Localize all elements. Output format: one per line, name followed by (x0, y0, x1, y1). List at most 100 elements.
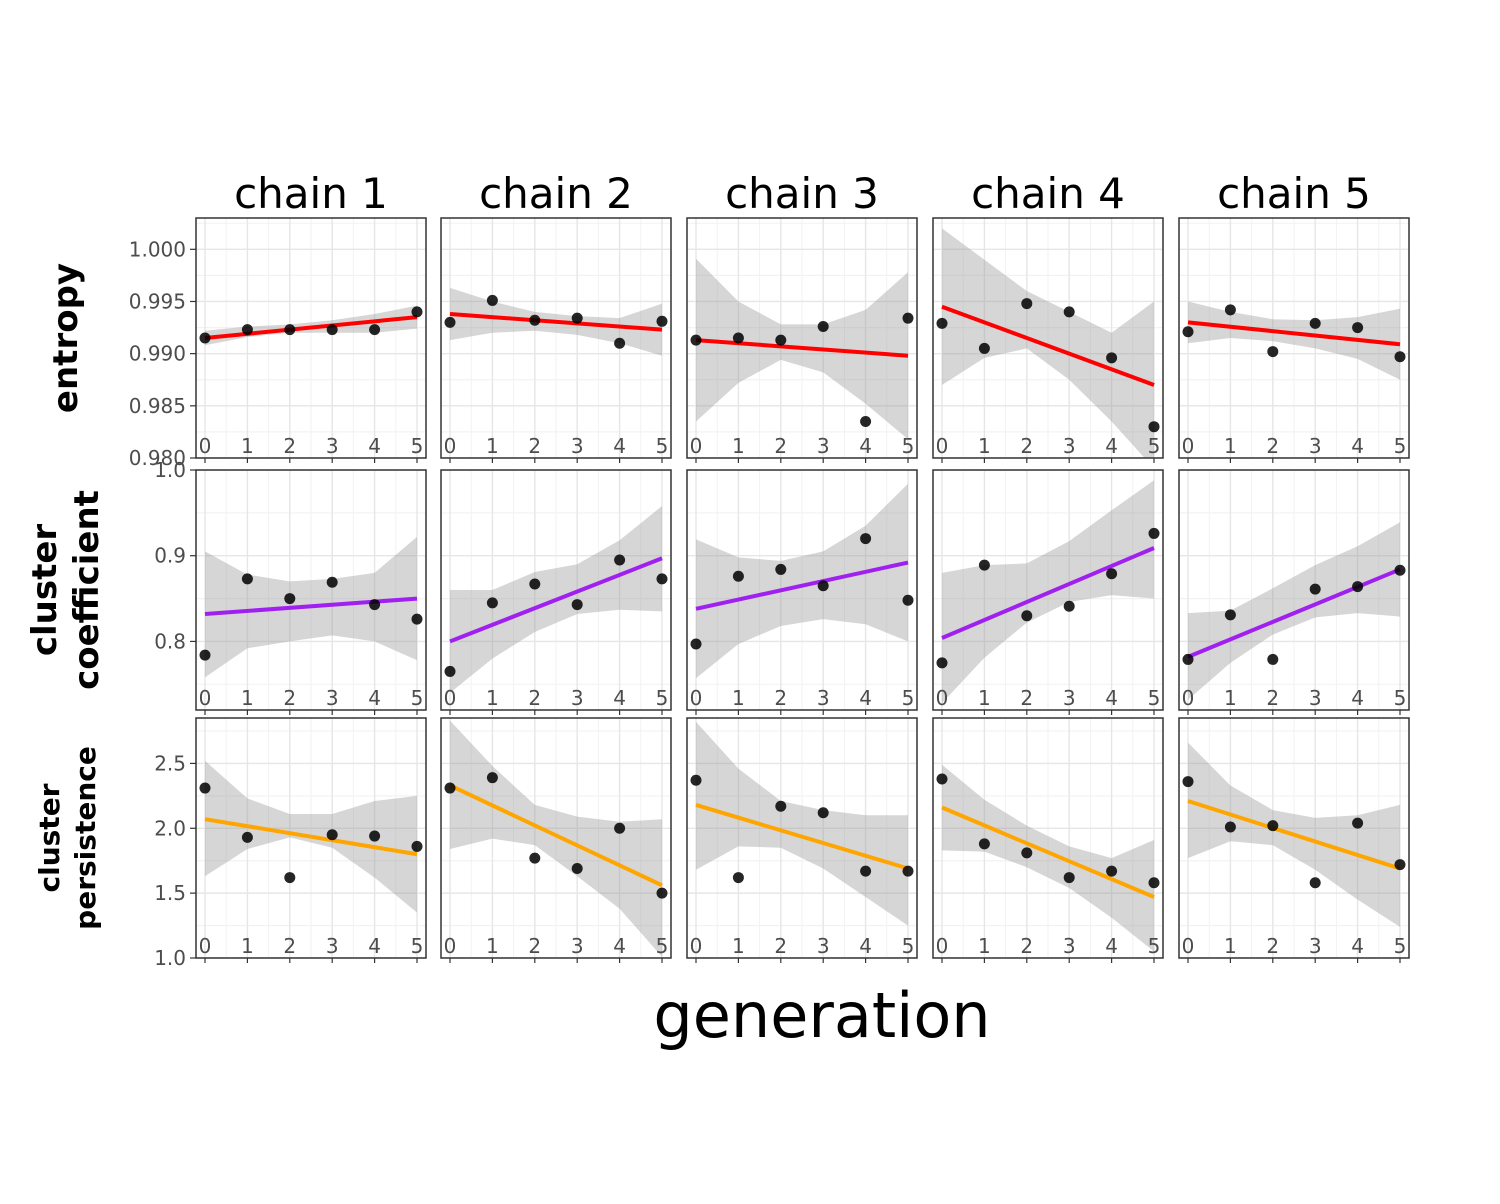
regression-line (1187, 320, 1401, 347)
data-point (1106, 352, 1118, 364)
x-tick-label: 1 (241, 434, 254, 458)
panel-cluster-persistence-chain-5: 0 1 2 3 4 5 (1178, 717, 1410, 963)
y-tick-label: 0.995 (129, 289, 186, 313)
data-point (486, 772, 498, 784)
panel-inner (196, 470, 426, 710)
data-point (199, 782, 211, 794)
x-tick-label: 5 (656, 686, 669, 710)
data-point (732, 332, 744, 344)
panel-cluster-coefficient-chain-4: 0 1 2 3 4 5 (932, 469, 1164, 715)
x-tick-label: 3 (1309, 934, 1322, 958)
x-tick-label: 2 (528, 434, 541, 458)
x-tick-label: 3 (1309, 434, 1322, 458)
data-point (1309, 583, 1321, 595)
x-tick-label: 3 (1309, 686, 1322, 710)
panel-cluster-persistence-chain-4: 0 1 2 3 4 5 (932, 717, 1164, 963)
x-tick-label: 3 (817, 434, 830, 458)
regression-line (695, 338, 909, 358)
x-tick-label: 0 (1182, 686, 1195, 710)
x-tick-label: 2 (1266, 934, 1279, 958)
y-tick-label: 0.8 (154, 629, 186, 653)
data-point (775, 563, 787, 575)
x-tick-label: 4 (368, 686, 381, 710)
x-tick-label: 4 (859, 434, 872, 458)
panel-border (932, 717, 1164, 959)
data-point (902, 312, 914, 324)
data-point (1267, 820, 1279, 832)
data-point (1148, 877, 1160, 889)
data-point (1148, 527, 1160, 539)
x-tick-label: 1 (732, 434, 745, 458)
data-point (1309, 877, 1321, 889)
row-title-line: cluster (33, 783, 66, 892)
x-tick-label: 0 (1182, 934, 1195, 958)
x-tick-label: 2 (1266, 686, 1279, 710)
x-tick-label: 4 (613, 934, 626, 958)
x-tick-label: 5 (902, 434, 915, 458)
regression-line (449, 312, 663, 332)
y-tick-label: 1.5 (154, 881, 186, 905)
data-point (571, 599, 583, 611)
x-tick-label: 1 (1224, 934, 1237, 958)
data-point (1063, 872, 1075, 884)
data-point (732, 872, 744, 884)
data-point (1182, 776, 1194, 788)
x-tick-label: 1 (732, 686, 745, 710)
y-tick-label: 2.5 (154, 751, 186, 775)
panel-border (195, 469, 427, 711)
data-point (1394, 351, 1406, 363)
x-tick-label: 2 (528, 934, 541, 958)
y-tick-label: 1.0 (154, 458, 186, 482)
data-point (326, 324, 338, 336)
x-tick-label: 5 (656, 434, 669, 458)
data-point (614, 822, 626, 834)
x-tick-label: 4 (613, 686, 626, 710)
x-tick-label: 4 (1105, 434, 1118, 458)
confidence-band (1188, 301, 1400, 380)
x-tick-label: 0 (690, 934, 703, 958)
x-tick-label: 4 (1105, 686, 1118, 710)
data-point (936, 773, 948, 785)
y-tick-label: 0.990 (129, 342, 186, 366)
data-point (444, 665, 456, 677)
data-point (199, 649, 211, 661)
confidence-band (696, 483, 908, 679)
x-tick-label: 5 (1148, 434, 1161, 458)
panel-inner (933, 218, 1163, 458)
x-tick-label: 2 (774, 686, 787, 710)
data-point (444, 316, 456, 328)
data-point (978, 559, 990, 571)
x-tick-label: 5 (411, 934, 424, 958)
data-point (411, 306, 423, 318)
x-tick-label: 1 (241, 934, 254, 958)
x-tick-label: 5 (411, 686, 424, 710)
x-tick-label: 3 (326, 434, 339, 458)
data-point (486, 294, 498, 306)
x-tick-label: 3 (571, 434, 584, 458)
panel-border (932, 469, 1164, 711)
strip-title-chain-2: chain 2 (479, 169, 633, 218)
data-point (1267, 346, 1279, 358)
data-point (656, 887, 668, 899)
data-point (817, 580, 829, 592)
x-tick-label: 0 (199, 686, 212, 710)
x-tick-label: 2 (283, 434, 296, 458)
panel-border (686, 469, 918, 711)
x-tick-label: 5 (411, 434, 424, 458)
panels-layer: 0 1 2 3 4 5 0 1 2 3 4 5 0 1 2 3 4 5 0 1 2 3 4 5 0 1 2 3 4 50 1 2 3 4 5 0 1 2 3… (195, 217, 1410, 963)
data-point (690, 638, 702, 650)
data-point (369, 599, 381, 611)
x-tick-label: 5 (1394, 934, 1407, 958)
strip-title-chain-1: chain 1 (234, 169, 388, 218)
panel-border (1178, 469, 1410, 711)
data-point (860, 415, 872, 427)
regression-line (1187, 799, 1401, 871)
x-tick-label: 3 (1063, 434, 1076, 458)
panel-inner (933, 470, 1163, 710)
x-tick-label: 3 (1063, 934, 1076, 958)
data-point (529, 852, 541, 864)
panel-cluster-persistence-chain-1: 0 1 2 3 4 5 (195, 717, 427, 963)
data-point (775, 800, 787, 812)
row-title-line: coefficient (67, 490, 107, 690)
